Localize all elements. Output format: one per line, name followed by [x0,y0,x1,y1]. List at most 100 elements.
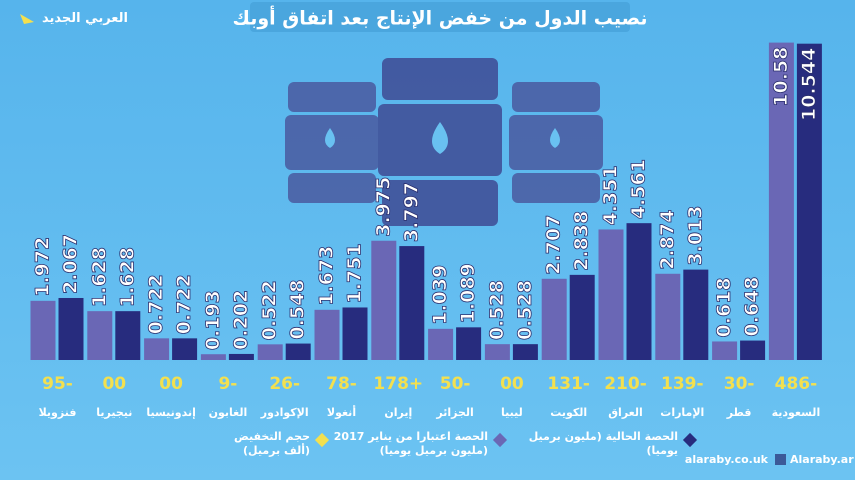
bar [200,354,226,360]
value-label: 2.874 [656,210,678,270]
value-label: 0.722 [145,274,167,334]
reduction-label: 00 [159,374,183,394]
reduction-label: 210- [604,374,647,394]
bar [30,300,56,360]
bar [87,311,113,360]
value-label: 2.067 [60,234,82,294]
bar [768,42,794,360]
barrels [285,58,603,226]
legend-label: حجم التخفيض (ألف برميل) [233,430,310,457]
reduction-label: 131- [547,374,590,394]
footer-site: alaraby.co.uk [685,453,769,466]
legend-marker [314,432,330,448]
facebook-icon [775,454,786,465]
x-tick-label: العراق [608,406,643,419]
bar [257,344,283,360]
bar [626,223,652,360]
value-label: 0.548 [287,279,309,339]
value-label: 1.039 [429,265,451,325]
x-tick-label: الجزائر [435,406,473,419]
value-label: 0.522 [259,280,281,340]
x-tick-label: الإمارات [660,406,704,419]
x-tick-label: قطر [726,406,752,419]
x-tick-label: فنزويلا [39,406,77,419]
value-label: 1.673 [316,246,338,306]
bar [541,278,567,360]
bar [172,338,198,360]
x-tick-label: الغابون [209,406,248,419]
bar [569,274,595,360]
bar [740,340,766,360]
reduction-label: 50- [440,374,471,394]
value-label: 0.528 [514,280,536,340]
bar [399,246,425,360]
x-tick-label: أنغولا [327,405,356,419]
value-label: 4.351 [600,165,622,225]
bar [342,307,368,360]
bar [228,353,254,360]
value-label: 2.838 [571,211,593,271]
logo: العربي الجديد [42,11,128,26]
x-tick-label: إيران [384,406,412,419]
reduction-label: 00 [102,374,126,394]
legend-marker [682,432,698,448]
reduction-label: 95- [42,374,73,394]
reduction-label: 30- [724,374,755,394]
value-label: 1.628 [88,247,110,307]
x-tick-label: ليبيا [501,406,523,419]
bar [428,328,454,360]
chart-title: نصيب الدول من خفض الإنتاج بعد اتفاق أوبك [233,6,648,30]
bar [314,309,340,360]
reduction-label: 00 [500,374,524,394]
value-label: 0.722 [173,274,195,334]
reduction-label: 78- [326,374,357,394]
x-tick-label: الكويت [550,406,587,419]
value-label: 3.797 [400,182,422,242]
value-label: 1.628 [116,247,138,307]
bar [512,344,538,360]
x-tick-label: نيجيريا [96,406,132,419]
bar [115,311,141,360]
bar [285,343,311,360]
legend-label: الحصة اعتبارا من يناير 2017 (مليون برميل… [333,430,488,457]
value-label: 0.202 [230,290,252,350]
bar [598,229,624,360]
value-label: 10.58 [770,47,792,107]
value-label: 1.972 [32,237,54,297]
value-label: 0.193 [202,290,224,350]
bar [484,344,510,360]
value-label: 3.975 [372,177,394,237]
x-tick-label: إندونيسيا [146,406,196,419]
bar [144,338,170,360]
logo-icon [20,14,34,24]
value-label: 1.751 [344,243,366,303]
reduction-label: 178+ [373,374,423,394]
value-label: 0.528 [486,280,508,340]
bar [655,273,681,360]
bar [683,269,709,360]
bar [796,43,822,361]
reduction-label: 486- [775,374,818,394]
x-tick-label: الإكوادور [260,406,309,419]
legend-label: الحصة الحالية (مليون برميل يوميا) [528,430,678,457]
value-label: 10.544 [798,48,820,121]
bar [712,341,738,360]
value-label: 0.648 [741,276,763,336]
bar [456,327,482,360]
bar [58,297,84,360]
value-label: 3.013 [684,206,706,266]
reduction-label: 26- [269,374,300,394]
reduction-label: 9- [218,374,237,394]
value-label: 2.707 [543,215,565,275]
value-label: 1.089 [457,263,479,323]
title-banner [250,2,630,32]
value-label: 4.561 [628,159,650,219]
bar [371,240,397,360]
value-label: 0.618 [713,277,735,337]
footer-facebook: Alaraby.ar [790,453,854,466]
legend-marker [492,432,508,448]
x-tick-label: السعودية [772,406,821,419]
reduction-label: 139- [661,374,704,394]
